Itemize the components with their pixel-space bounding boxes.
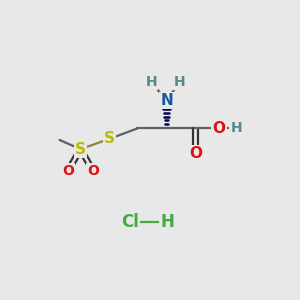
Text: Cl: Cl — [122, 213, 140, 231]
Text: S: S — [104, 131, 115, 146]
Text: N: N — [160, 93, 173, 108]
Text: O: O — [62, 164, 74, 178]
Text: H: H — [173, 75, 185, 89]
Text: O: O — [212, 121, 225, 136]
Text: H: H — [146, 75, 157, 89]
Text: O: O — [87, 164, 99, 178]
Text: S: S — [75, 142, 86, 157]
Text: H: H — [161, 213, 175, 231]
Text: O: O — [189, 146, 202, 161]
Text: H: H — [230, 122, 242, 135]
